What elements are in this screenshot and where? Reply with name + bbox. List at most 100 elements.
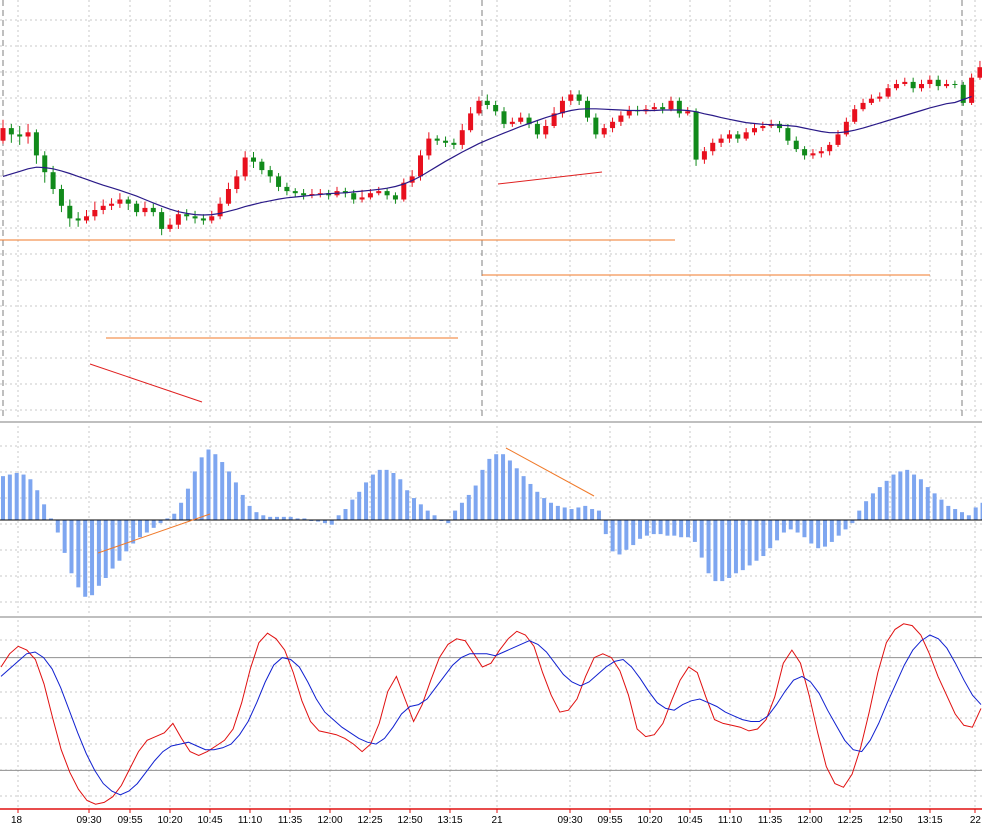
- macd-bar: [90, 520, 95, 596]
- macd-bar: [350, 499, 355, 520]
- candle: [543, 119, 549, 139]
- candle: [401, 178, 407, 202]
- macd-bar: [227, 471, 232, 520]
- candle-body: [84, 216, 89, 221]
- candle-body: [568, 94, 574, 101]
- candle: [718, 134, 724, 147]
- candle-body: [752, 128, 757, 133]
- macd-bar: [850, 520, 855, 524]
- macd-bar: [966, 515, 971, 520]
- moving-average-line: [2, 96, 972, 216]
- macd-bar: [7, 474, 12, 520]
- candle-body: [852, 109, 858, 122]
- candle: [167, 218, 173, 232]
- candle: [893, 79, 899, 91]
- candle-body: [217, 203, 223, 217]
- x-axis-tick-label: 10:20: [637, 815, 662, 826]
- candle: [209, 210, 215, 224]
- candle: [660, 102, 666, 114]
- macd-bar: [405, 490, 410, 520]
- macd-bar: [925, 487, 930, 520]
- candle: [810, 149, 816, 159]
- x-axis-tick-label: 09:55: [117, 815, 142, 826]
- macd-bar: [555, 505, 560, 520]
- support-resistance-lines: [0, 239, 930, 339]
- candle-body: [843, 121, 849, 135]
- candle: [225, 182, 231, 206]
- candle: [451, 138, 457, 150]
- x-axis-tick-label: 12:50: [397, 815, 422, 826]
- grid-lines: [0, 0, 982, 808]
- candle: [752, 123, 757, 136]
- macd-bar: [692, 520, 697, 542]
- candle-body: [543, 126, 549, 135]
- candle: [685, 107, 691, 116]
- candle-body: [292, 191, 298, 194]
- macd-bar: [21, 474, 26, 520]
- candle-body: [860, 102, 866, 110]
- candle: [242, 151, 248, 181]
- candle-body: [977, 67, 982, 78]
- candle: [559, 96, 565, 118]
- candle-body: [660, 107, 666, 110]
- macd-bar: [69, 520, 74, 574]
- macd-bar: [412, 498, 416, 520]
- candle: [418, 150, 423, 181]
- macd-bar: [870, 493, 875, 520]
- candle-body: [743, 132, 749, 139]
- x-axis-tick-label: 11:35: [758, 815, 783, 826]
- macd-bar: [857, 510, 862, 520]
- candle: [760, 121, 766, 132]
- candle: [643, 105, 649, 115]
- candle-body: [902, 81, 908, 84]
- candle: [384, 188, 390, 200]
- candle-body: [125, 199, 131, 204]
- macd-bar: [829, 520, 834, 542]
- candle-body: [944, 84, 950, 87]
- candle-body: [960, 84, 966, 103]
- candle-body: [818, 151, 824, 154]
- candle-body: [476, 100, 482, 114]
- macd-bar: [521, 476, 526, 520]
- candle-body: [459, 130, 465, 145]
- candle-body: [827, 144, 833, 152]
- candle: [927, 75, 933, 89]
- candle-body: [910, 81, 916, 89]
- candle: [468, 107, 474, 133]
- candle-body: [200, 218, 206, 221]
- candle: [409, 170, 415, 187]
- macd-bar: [268, 516, 273, 520]
- x-axis-tick-label: 21: [491, 815, 503, 826]
- candle: [109, 198, 115, 210]
- macd-bar: [843, 520, 848, 530]
- candle-body: [376, 191, 382, 194]
- candle: [977, 60, 982, 80]
- candle-body: [893, 84, 899, 89]
- candle: [785, 123, 791, 145]
- candle: [726, 130, 732, 143]
- candle-body: [426, 138, 432, 156]
- candle: [58, 184, 64, 213]
- macd-bar: [768, 520, 773, 549]
- macd-bar: [247, 505, 252, 520]
- macd-bar: [14, 473, 19, 520]
- macd-bar: [576, 507, 581, 520]
- macd-bar: [316, 520, 321, 522]
- candle: [843, 117, 849, 137]
- macd-bar: [631, 520, 636, 546]
- candle: [868, 94, 874, 105]
- candle: [710, 138, 716, 156]
- candle-body: [109, 203, 115, 206]
- macd-bar: [453, 510, 458, 520]
- candle-body: [175, 214, 181, 225]
- candle-body: [651, 107, 657, 110]
- macd-bar: [370, 474, 375, 520]
- macd-bar: [55, 520, 60, 533]
- candle: [568, 90, 574, 105]
- macd-bar: [391, 473, 396, 520]
- macd-bar: [151, 520, 156, 528]
- candle: [493, 100, 499, 116]
- macd-bar: [549, 502, 553, 520]
- macd-bar: [473, 485, 478, 520]
- macd-bar: [932, 493, 937, 520]
